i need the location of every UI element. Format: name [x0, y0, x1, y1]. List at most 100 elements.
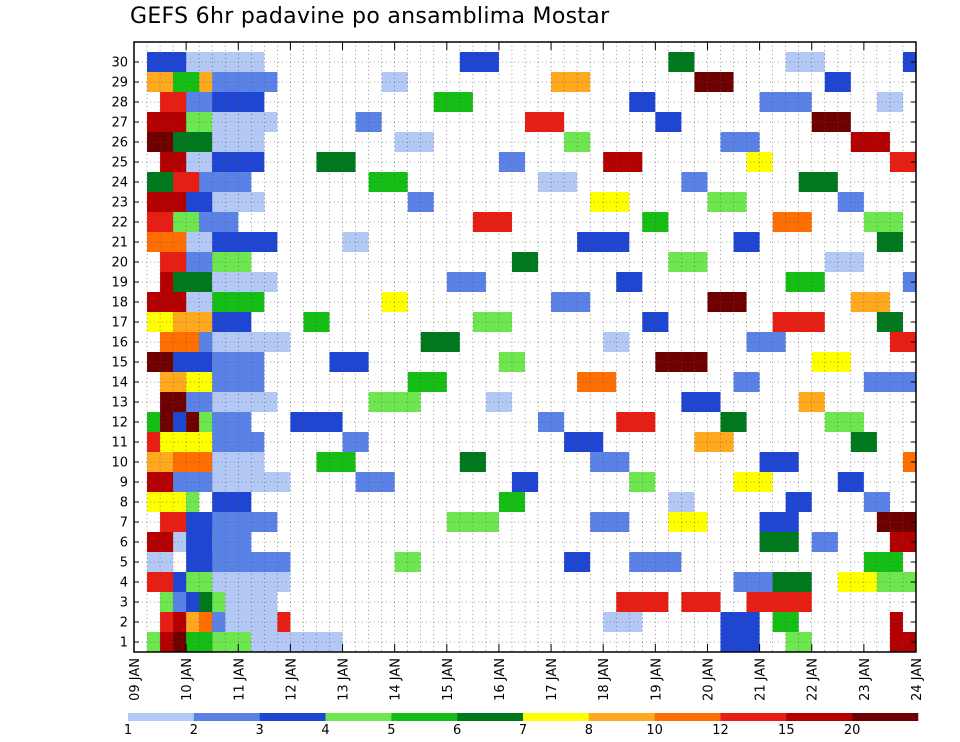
chart-title: GEFS 6hr padavine po ansamblima Mostar	[130, 4, 610, 29]
heatmap-cell	[811, 112, 851, 132]
x-tick-label: 12 JAN	[284, 658, 299, 701]
y-tick-label: 27	[111, 116, 128, 131]
y-tick-label: 1	[120, 636, 128, 651]
heatmap-cell	[876, 572, 916, 592]
heatmap-cell	[212, 512, 278, 532]
heatmap-cell	[759, 532, 799, 552]
x-axis-ticks: 09 JAN 10 JAN 11 JAN 12 JAN 13 JAN 14 JAN 15 J…	[128, 42, 925, 701]
heatmap-cell	[720, 132, 760, 152]
heatmap-cell	[590, 512, 630, 532]
colorbar-label: 1	[124, 723, 132, 738]
heatmap-cell	[173, 272, 213, 292]
y-tick-label: 10	[111, 456, 128, 471]
heatmap-cell	[212, 272, 278, 292]
y-tick-label: 22	[111, 216, 128, 231]
x-tick-label: 23 JAN	[858, 658, 873, 701]
y-tick-label: 9	[120, 476, 128, 491]
heatmap-cell	[694, 72, 734, 92]
y-tick-label: 28	[111, 96, 128, 111]
heatmap-cell	[590, 192, 630, 212]
heatmap-cell	[459, 52, 499, 72]
heatmap-cell	[433, 92, 473, 112]
colorbar-label: 2	[190, 723, 198, 738]
heatmap-cell	[824, 412, 864, 432]
heatmap-cell	[251, 632, 343, 652]
heatmap-cell	[420, 332, 460, 352]
colorbar-label: 8	[585, 723, 593, 738]
grid-lines	[134, 42, 916, 652]
heatmap-cell	[329, 352, 369, 372]
x-tick-label: 22 JAN	[806, 658, 821, 701]
heatmap-cell	[212, 492, 252, 512]
y-tick-label: 12	[111, 416, 128, 431]
colorbar-swatch	[588, 713, 655, 721]
heatmap-cell	[902, 452, 916, 472]
heatmap-cell	[212, 112, 278, 132]
x-tick-label: 17 JAN	[545, 658, 560, 701]
heatmap-cell	[863, 212, 903, 232]
y-tick-label: 6	[120, 536, 128, 551]
heatmap-cell	[863, 552, 903, 572]
heatmap-cell	[889, 612, 903, 632]
colorbar-label: 10	[646, 723, 663, 738]
heatmap-cell	[173, 312, 213, 332]
x-tick-label: 24 JAN	[910, 658, 925, 701]
heatmap-cell	[785, 52, 825, 72]
heatmap-cell	[876, 512, 916, 532]
colorbar-label: 6	[453, 723, 461, 738]
y-tick-label: 19	[111, 276, 128, 291]
y-tick-label: 13	[111, 396, 128, 411]
y-tick-label: 20	[111, 256, 128, 271]
heatmap-cell	[173, 132, 213, 152]
y-tick-label: 3	[120, 596, 128, 611]
heatmap-cell	[212, 232, 278, 252]
heatmap-cell	[746, 592, 812, 612]
x-tick-label: 13 JAN	[337, 658, 352, 701]
heatmap-cell	[733, 472, 773, 492]
heatmap-cell	[407, 372, 447, 392]
heatmap-cell	[681, 592, 721, 612]
heatmap-cell	[824, 252, 864, 272]
plot-frame	[133, 41, 917, 653]
y-tick-label: 5	[120, 556, 128, 571]
x-tick-label: 10 JAN	[180, 658, 195, 701]
colorbar-swatch	[193, 713, 260, 721]
colorbar-swatch	[852, 713, 919, 721]
heatmap-cell	[212, 412, 252, 432]
y-tick-label: 8	[120, 496, 128, 511]
heatmap-cell	[720, 632, 760, 652]
heatmap-cell	[681, 392, 721, 412]
x-tick-label: 21 JAN	[754, 658, 769, 701]
heatmap-cell	[316, 152, 356, 172]
heatmap-cell	[212, 312, 252, 332]
heatmap-cell	[355, 472, 395, 492]
y-tick-label: 16	[111, 336, 128, 351]
y-tick-label: 23	[111, 196, 128, 211]
heatmap-cell	[564, 432, 604, 452]
heatmap-cell	[759, 512, 799, 532]
heatmap-cell	[472, 312, 512, 332]
heatmap-cell	[759, 452, 799, 472]
heatmap-cell	[707, 192, 747, 212]
heatmap-cell	[212, 532, 252, 552]
heatmap-cell	[616, 412, 656, 432]
heatmap-cell	[772, 212, 812, 232]
y-tick-label: 30	[111, 56, 128, 71]
y-tick-label: 17	[111, 316, 128, 331]
x-tick-label: 18 JAN	[597, 658, 612, 701]
heatmap-cell	[472, 212, 512, 232]
y-tick-label: 4	[120, 576, 128, 591]
colorbar-swatch	[325, 713, 392, 721]
heatmap-cell	[525, 112, 565, 132]
heatmap-cell	[694, 432, 734, 452]
heatmap-cell	[707, 292, 747, 312]
heatmap-cell	[902, 52, 916, 72]
colorbar-swatch	[523, 713, 590, 721]
heatmap-cell	[668, 512, 708, 532]
y-tick-label: 26	[111, 136, 128, 151]
x-tick-label: 20 JAN	[701, 658, 716, 701]
heatmap-cell	[720, 612, 760, 632]
heatmap-cell	[212, 392, 278, 412]
heatmap-cell	[668, 252, 708, 272]
